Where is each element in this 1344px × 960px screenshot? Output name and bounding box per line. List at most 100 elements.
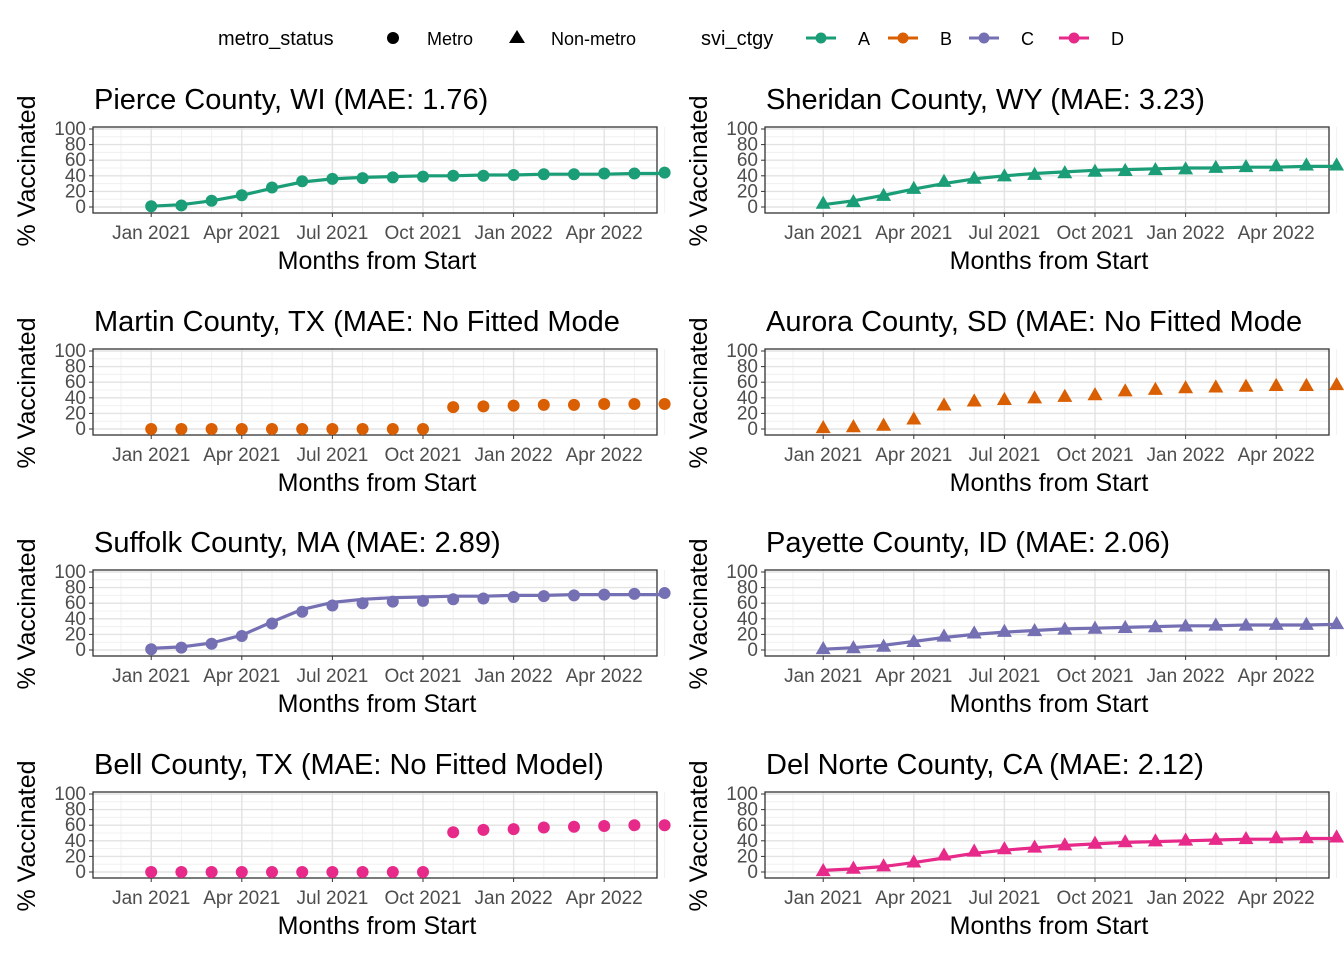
data-point xyxy=(845,860,861,874)
data-point xyxy=(1178,161,1194,175)
data-point xyxy=(266,617,278,630)
data-point xyxy=(1238,378,1254,392)
x-axis-title: Months from Start xyxy=(278,247,477,275)
y-tick-label: 60 xyxy=(737,372,758,393)
data-point xyxy=(477,400,490,413)
panel-title: Martin County, TX (MAE: No Fitted Mode xyxy=(94,306,620,338)
x-axis-title: Months from Start xyxy=(278,690,477,718)
data-point xyxy=(447,593,460,606)
y-tick-label: 20 xyxy=(65,624,86,645)
panel-5: Suffolk County, MA (MAE: 2.89) 0204060801… xyxy=(13,527,671,718)
x-tick-label: Oct 2021 xyxy=(1056,666,1133,687)
data-point xyxy=(537,398,550,411)
data-point xyxy=(205,637,218,650)
x-axis-title: Months from Start xyxy=(950,247,1149,275)
data-point xyxy=(1027,623,1043,637)
panel-border xyxy=(92,126,658,214)
legend-color-label-D: D xyxy=(1111,29,1124,49)
fitted-line xyxy=(821,622,1339,651)
panel-title: Payette County, ID (MAE: 2.06) xyxy=(766,527,1170,559)
y-tick-label: 80 xyxy=(65,357,86,378)
x-tick-label: Jan 2021 xyxy=(784,666,862,687)
data-point xyxy=(507,399,520,412)
x-tick-label: Jul 2021 xyxy=(968,445,1040,466)
x-tick-label: Jan 2022 xyxy=(475,445,553,466)
data-point xyxy=(1147,833,1163,847)
panel-border xyxy=(92,791,658,879)
data-point xyxy=(235,423,248,435)
y-tick-label: 100 xyxy=(726,784,758,805)
y-tick-label: 60 xyxy=(65,593,86,614)
y-tick-label: 100 xyxy=(54,119,86,140)
data-point xyxy=(1087,387,1103,401)
x-tick-label: Jul 2021 xyxy=(968,888,1040,909)
data-point xyxy=(936,173,952,187)
data-point xyxy=(906,180,922,194)
x-tick-label: Jan 2021 xyxy=(784,445,862,466)
x-tick-label: Apr 2022 xyxy=(566,223,643,244)
y-tick-label: 0 xyxy=(75,640,86,661)
legend-swatch-dot-D xyxy=(1068,32,1080,44)
x-tick-label: Oct 2021 xyxy=(384,223,461,244)
x-tick-label: Apr 2022 xyxy=(1238,888,1315,909)
data-point xyxy=(1027,390,1043,404)
data-point xyxy=(628,167,641,180)
data-point xyxy=(936,397,952,411)
data-point xyxy=(598,819,611,832)
data-point xyxy=(845,419,861,433)
data-point xyxy=(1208,831,1224,845)
y-tick-label: 20 xyxy=(737,624,758,645)
x-tick-label: Jul 2021 xyxy=(296,223,368,244)
data-point xyxy=(235,866,248,878)
data-point xyxy=(966,625,982,639)
y-tick-label: 60 xyxy=(65,150,86,171)
data-point xyxy=(1087,620,1103,634)
data-point xyxy=(266,866,278,878)
x-tick-label: Apr 2021 xyxy=(203,888,280,909)
y-tick-label: 40 xyxy=(65,609,86,630)
x-tick-label: Jan 2021 xyxy=(112,445,190,466)
panel-border xyxy=(764,348,1330,436)
y-tick-label: 20 xyxy=(65,181,86,202)
y-tick-label: 60 xyxy=(737,815,758,836)
data-point xyxy=(906,854,922,868)
panel-3: Martin County, TX (MAE: No Fitted Mode 02… xyxy=(13,306,671,497)
x-tick-label: Jul 2021 xyxy=(968,223,1040,244)
data-point xyxy=(876,187,892,201)
x-tick-label: Apr 2021 xyxy=(875,666,952,687)
y-tick-label: 100 xyxy=(54,562,86,583)
y-tick-label: 80 xyxy=(65,135,86,156)
data-point xyxy=(598,398,611,411)
x-tick-label: Jan 2022 xyxy=(475,666,553,687)
y-tick-label: 0 xyxy=(75,862,86,883)
legend-swatch-dot-A xyxy=(815,32,827,44)
y-tick-label: 0 xyxy=(747,862,758,883)
data-point xyxy=(1117,834,1133,848)
data-point xyxy=(175,423,188,435)
x-tick-label: Apr 2022 xyxy=(566,666,643,687)
data-point xyxy=(417,423,429,435)
legend-color-label-A: A xyxy=(858,29,870,49)
y-axis-title: % Vaccinated xyxy=(685,317,713,468)
data-point xyxy=(966,170,982,184)
y-tick-label: 80 xyxy=(737,578,758,599)
x-tick-label: Jul 2021 xyxy=(296,445,368,466)
y-tick-label: 80 xyxy=(65,578,86,599)
x-tick-label: Jan 2022 xyxy=(1147,445,1225,466)
data-point xyxy=(1238,830,1254,845)
x-tick-label: Apr 2021 xyxy=(875,223,952,244)
data-point xyxy=(356,866,369,878)
data-point xyxy=(815,195,831,209)
y-tick-label: 0 xyxy=(75,197,86,218)
y-tick-label: 0 xyxy=(747,640,758,661)
data-point xyxy=(1238,617,1254,631)
data-point xyxy=(1178,832,1194,846)
data-point xyxy=(1268,830,1284,844)
data-point xyxy=(386,423,399,435)
data-point xyxy=(326,599,339,612)
data-point xyxy=(296,175,309,188)
x-tick-label: Apr 2022 xyxy=(566,445,643,466)
data-point xyxy=(1178,380,1194,394)
data-point xyxy=(568,589,580,602)
x-tick-label: Oct 2021 xyxy=(384,888,461,909)
